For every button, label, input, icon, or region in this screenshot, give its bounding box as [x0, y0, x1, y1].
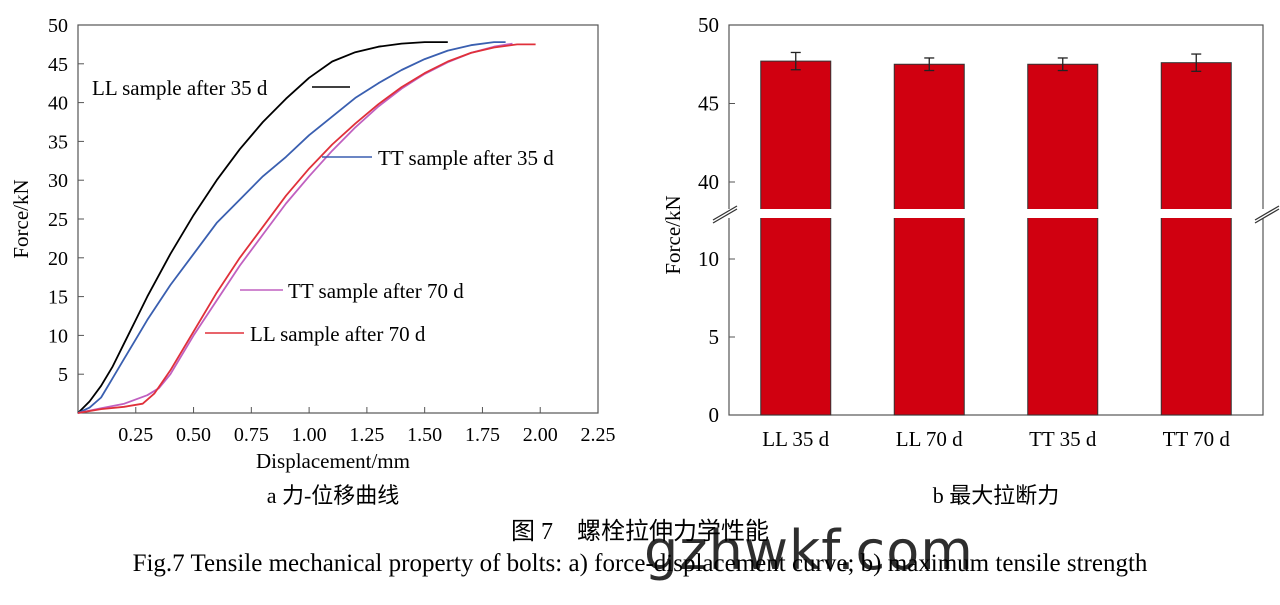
- series-label-3: LL sample after 70 d: [250, 322, 426, 346]
- x-category-label: LL 70 d: [896, 427, 963, 451]
- series-label-2: TT sample after 70 d: [288, 279, 464, 303]
- x-category-label: LL 35 d: [762, 427, 829, 451]
- y-tick-label: 20: [48, 248, 68, 270]
- axis-break-mark: [1254, 208, 1280, 224]
- y-tick-label: 45: [698, 92, 719, 116]
- y-tick-label: 10: [698, 247, 719, 271]
- watermark: gzhwkf.com: [644, 519, 974, 582]
- bar-2: [1027, 63, 1099, 416]
- x-tick-label: 2.25: [581, 424, 616, 446]
- series-label-0: LL sample after 35 d: [92, 76, 268, 100]
- bar-3: [1160, 62, 1232, 416]
- axis-break-mark: [712, 208, 738, 224]
- series-line-1: [77, 41, 506, 414]
- x-axis-label: Displacement/mm: [256, 449, 410, 473]
- x-tick-label: 2.00: [523, 424, 558, 446]
- x-tick-label: 1.75: [465, 424, 500, 446]
- series-line-0: [77, 41, 448, 414]
- figure-caption-english: Fig.7 Tensile mechanical property of bol…: [132, 550, 1148, 577]
- y-tick-label: 40: [48, 93, 68, 115]
- y-tick-label: 5: [709, 325, 720, 349]
- figure-caption-chinese: 图 7 螺栓拉伸力学性能: [511, 519, 769, 545]
- x-tick-label: 0.25: [118, 424, 153, 446]
- panel-a-line-chart: 5 10 15 20 25 30 35 40 45 50 0.25 0.50 0.75 1.00 1.25 1…: [9, 15, 616, 508]
- subcaption-b: b 最大拉断力: [933, 483, 1060, 508]
- axis-break-gap: [707, 209, 1280, 218]
- bar-1: [893, 63, 965, 416]
- axis-break-mark: [1254, 205, 1280, 221]
- y-axis-label: Force/kN: [9, 179, 33, 258]
- series-label-1: TT sample after 35 d: [378, 146, 554, 170]
- y-tick-label: 50: [698, 13, 719, 37]
- bar-0: [760, 60, 832, 416]
- y-tick-label: 25: [48, 209, 68, 231]
- y-axis-label: Force/kN: [661, 195, 685, 274]
- x-category-label: TT 70 d: [1163, 427, 1231, 451]
- panel-b-bar-chart: LL 35 d LL 70 d TT 35 d TT 70 d 0 5 10 40 45 50 Fo…: [661, 13, 1280, 508]
- x-tick-label: 1.50: [407, 424, 442, 446]
- y-tick-label: 45: [48, 54, 68, 76]
- y-tick-label: 0: [709, 403, 720, 427]
- x-tick-label: 0.75: [234, 424, 269, 446]
- y-tick-label: 50: [48, 15, 68, 37]
- y-tick-label: 15: [48, 287, 68, 309]
- y-tick-label: 40: [698, 170, 719, 194]
- x-category-label: TT 35 d: [1029, 427, 1097, 451]
- y-tick-label: 35: [48, 131, 68, 153]
- y-tick-label: 5: [58, 364, 68, 386]
- y-tick-label: 30: [48, 170, 68, 192]
- x-tick-label: 1.00: [292, 424, 327, 446]
- x-tick-label: 1.25: [349, 424, 384, 446]
- plot-frame-b: [728, 24, 1264, 416]
- subcaption-a: a 力-位移曲线: [267, 483, 400, 508]
- series-line-3: [77, 43, 536, 414]
- y-tick-label: 10: [48, 325, 68, 347]
- x-tick-label: 0.50: [176, 424, 211, 446]
- axis-break-mark: [712, 205, 738, 221]
